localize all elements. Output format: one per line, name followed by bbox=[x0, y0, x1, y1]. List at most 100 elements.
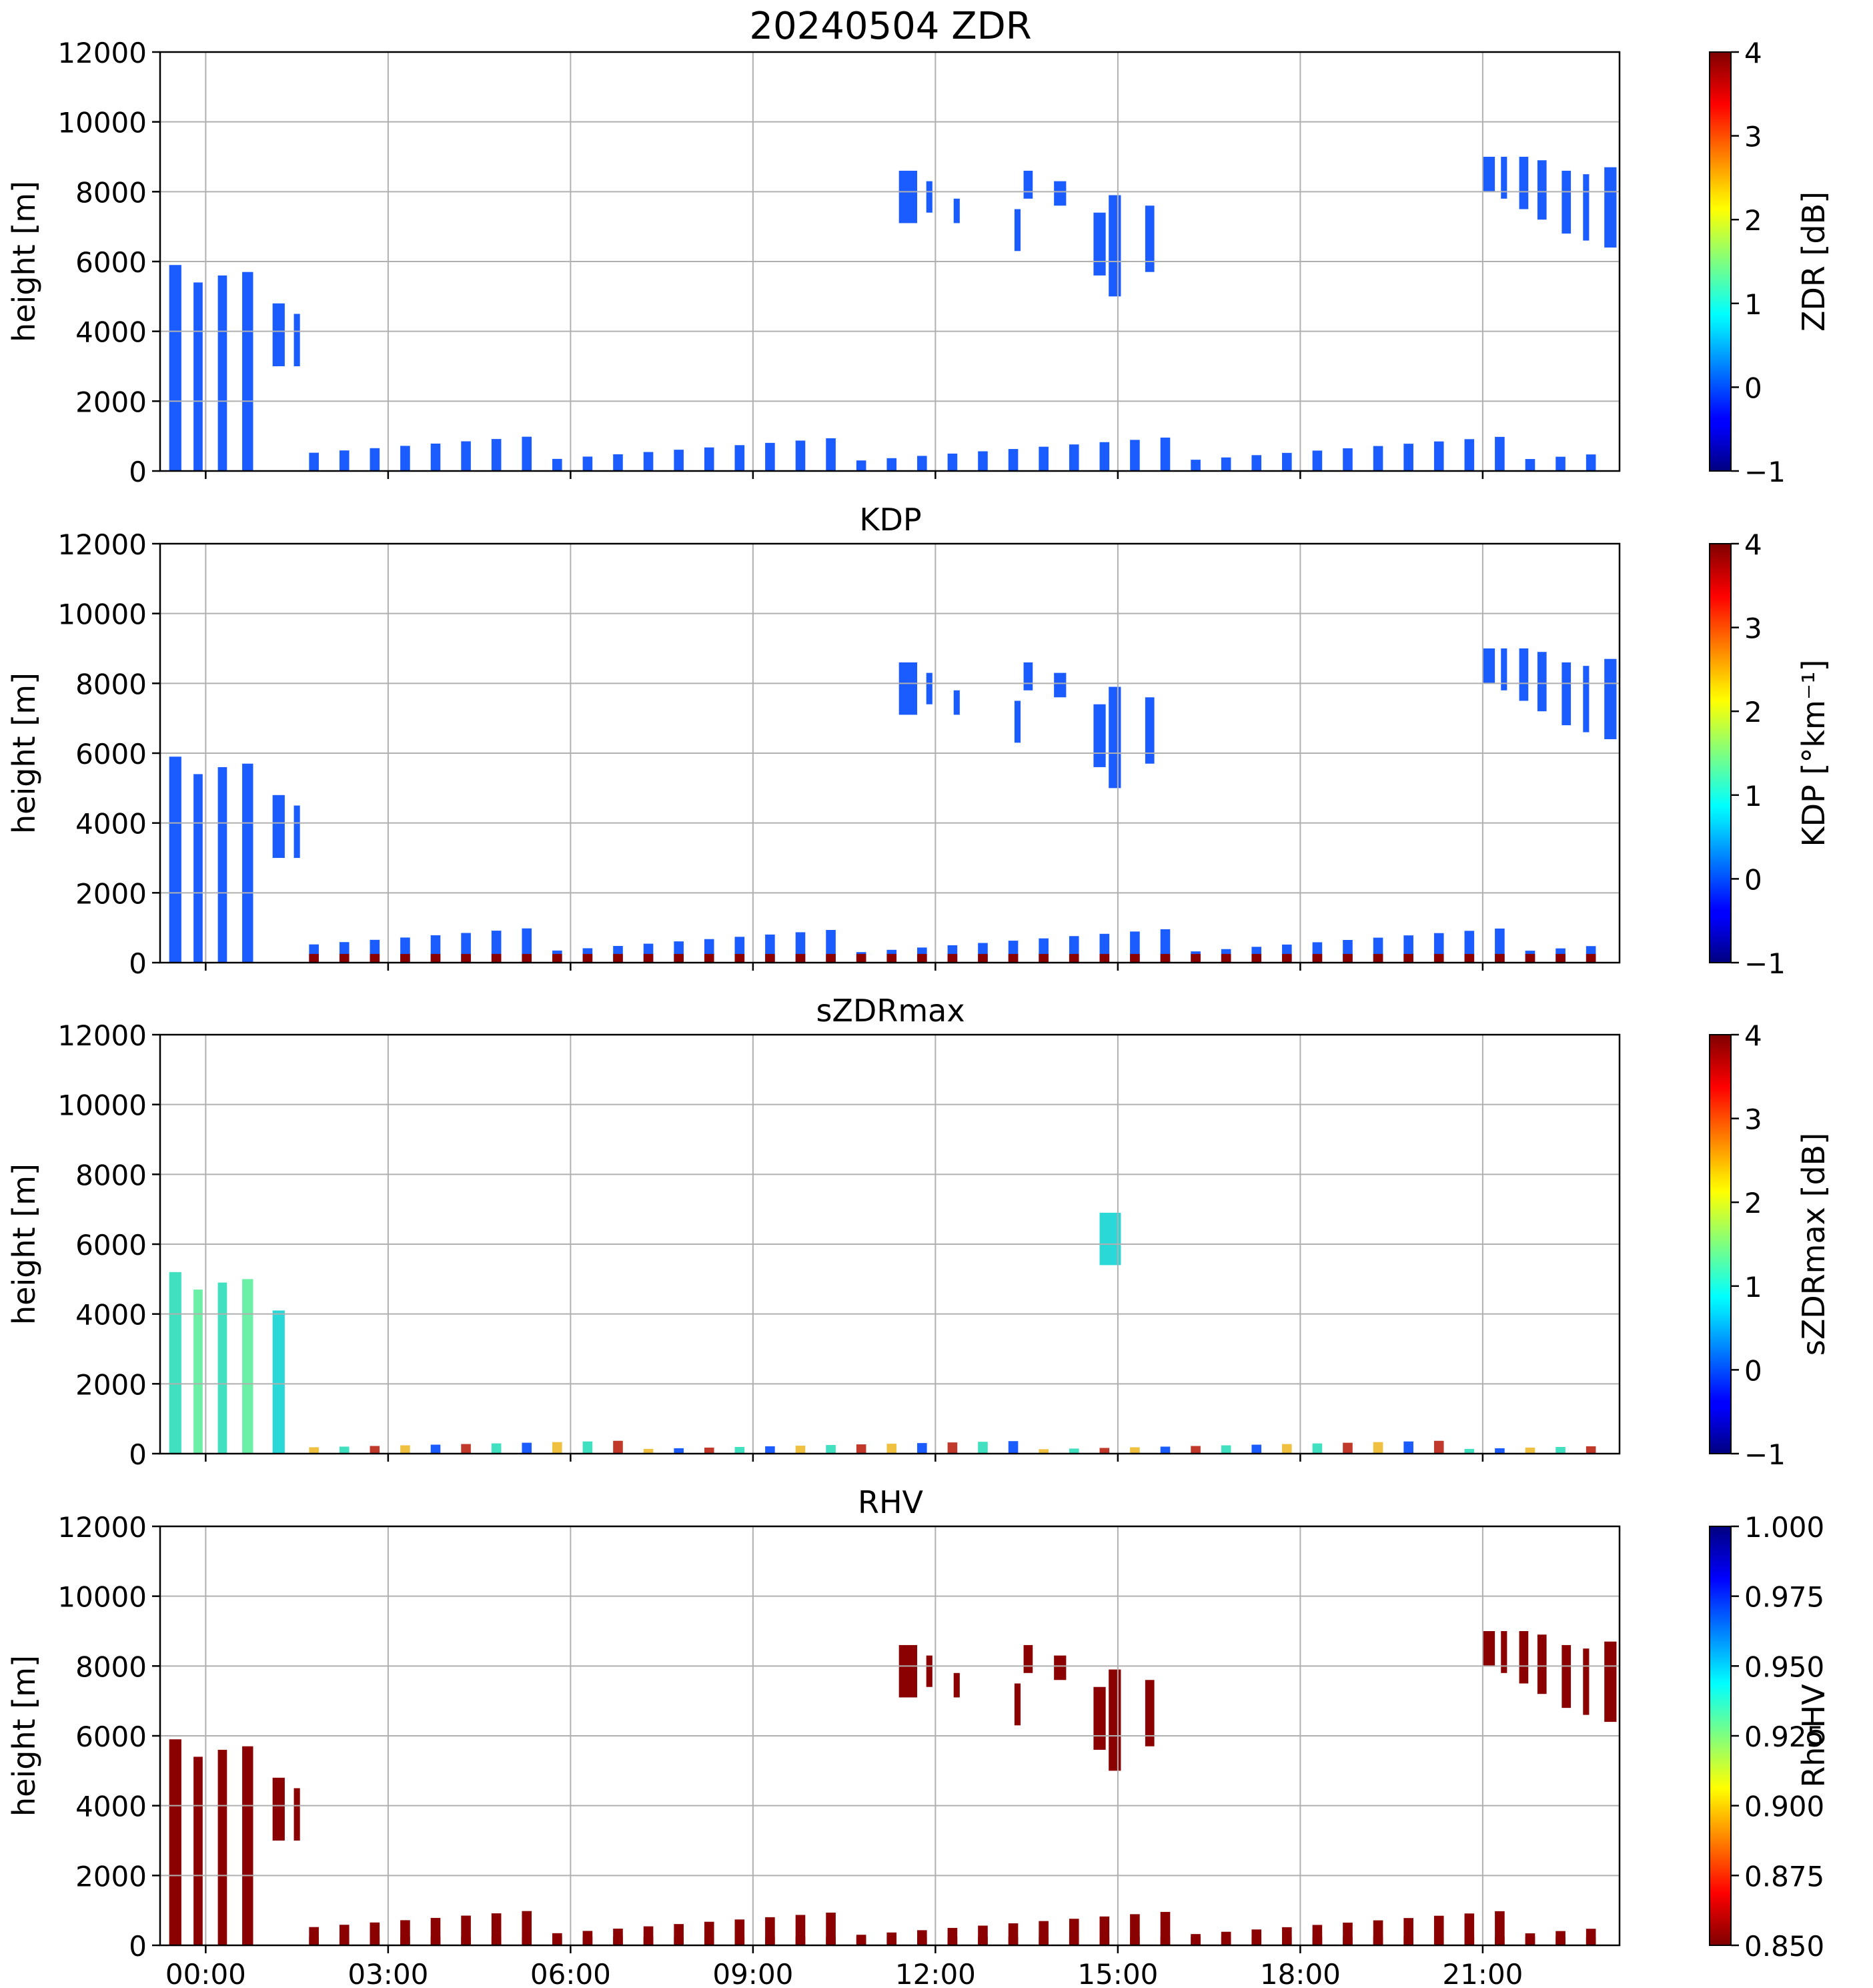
panel-zdr: 20240504 ZDR 0 2000 4000 6000 8000 10000 12000… bbox=[6, 5, 1832, 488]
echo-column bbox=[1160, 1446, 1171, 1454]
echo-column bbox=[1069, 1448, 1079, 1454]
y-axis: 0 2000 4000 6000 8000 10000 12000 bbox=[57, 37, 160, 488]
echo-base bbox=[1373, 953, 1383, 963]
heatmap-layer bbox=[169, 648, 1617, 963]
echo-column bbox=[1023, 170, 1033, 199]
colorbar-tick-label: 1 bbox=[1744, 288, 1762, 321]
colorbar-ticks: −1 0 1 2 3 4 bbox=[1731, 528, 1786, 980]
echo-base bbox=[856, 953, 866, 963]
echo-column bbox=[898, 1644, 918, 1698]
echo-column bbox=[1099, 442, 1110, 471]
echo-column bbox=[1023, 662, 1033, 690]
y-tick-label: 4000 bbox=[75, 316, 147, 349]
echo-column bbox=[169, 265, 181, 471]
echo-column bbox=[1008, 1441, 1019, 1454]
colorbar-tick-label: 0.925 bbox=[1744, 1720, 1824, 1753]
colorbar-tick-label: 4 bbox=[1744, 528, 1762, 561]
echo-column bbox=[309, 452, 319, 471]
echo-column bbox=[643, 452, 654, 471]
echo-column bbox=[1373, 446, 1383, 471]
echo-column bbox=[217, 767, 227, 963]
echo-column bbox=[765, 1446, 775, 1454]
echo-base bbox=[552, 1936, 562, 1945]
echo-base bbox=[1191, 1936, 1201, 1945]
echo-column bbox=[1464, 439, 1475, 471]
echo-base bbox=[1403, 1936, 1413, 1945]
echo-base bbox=[704, 953, 714, 963]
echo-column bbox=[293, 805, 300, 858]
echo-column bbox=[522, 436, 532, 471]
y-tick-label: 2000 bbox=[75, 386, 147, 418]
echo-base bbox=[552, 953, 562, 963]
colorbar-tick-label: 1.000 bbox=[1744, 1511, 1824, 1544]
echo-column bbox=[1251, 1444, 1262, 1454]
echo-column bbox=[1008, 449, 1019, 471]
echo-column bbox=[978, 451, 988, 471]
echo-base bbox=[674, 953, 684, 963]
colorbar-tick-label: 3 bbox=[1744, 1103, 1762, 1136]
panel-kdp: KDP 0 2000 4000 6000 8000 10000 12000 height [… bbox=[6, 502, 1832, 980]
echo-column bbox=[953, 1672, 960, 1698]
echo-base bbox=[1221, 1936, 1231, 1945]
echo-column bbox=[1039, 1449, 1049, 1454]
echo-column bbox=[734, 445, 745, 471]
echo-column bbox=[704, 1447, 714, 1454]
echo-column bbox=[1555, 1446, 1566, 1454]
y-tick-label: 2000 bbox=[75, 877, 147, 910]
echo-column bbox=[1583, 666, 1590, 732]
echo-base bbox=[1464, 953, 1475, 963]
echo-column bbox=[217, 275, 227, 471]
echo-base bbox=[1343, 1936, 1353, 1945]
echo-column bbox=[1312, 450, 1323, 471]
echo-base bbox=[522, 1936, 532, 1945]
echo-column bbox=[1433, 1440, 1444, 1454]
echo-column bbox=[1191, 1446, 1201, 1454]
colorbar-tick-label: −1 bbox=[1744, 456, 1786, 488]
echo-base bbox=[1433, 953, 1444, 963]
echo-column bbox=[1562, 662, 1572, 726]
colorbar-tick-label: 4 bbox=[1744, 1019, 1762, 1052]
colorbar-ticks: −1 0 1 2 3 4 bbox=[1731, 37, 1786, 488]
echo-base bbox=[1130, 953, 1140, 963]
echo-column bbox=[309, 1447, 319, 1454]
echo-column bbox=[1093, 1686, 1106, 1750]
echo-base bbox=[370, 953, 380, 963]
echo-column bbox=[293, 1788, 300, 1841]
echo-column bbox=[643, 1448, 654, 1454]
echo-base bbox=[886, 953, 897, 963]
echo-base bbox=[491, 953, 502, 963]
colorbar-tick-label: 0.975 bbox=[1744, 1581, 1824, 1614]
echo-column bbox=[217, 1282, 227, 1454]
echo-column bbox=[1519, 157, 1529, 209]
echo-base bbox=[430, 953, 441, 963]
echo-column bbox=[947, 1442, 958, 1454]
colorbar-tick-label: 2 bbox=[1744, 204, 1762, 237]
echo-column bbox=[169, 1739, 181, 1945]
echo-column bbox=[1464, 1448, 1475, 1454]
echo-column bbox=[461, 441, 471, 471]
echo-column bbox=[193, 282, 203, 471]
echo-column bbox=[1109, 195, 1121, 297]
echo-base bbox=[1069, 953, 1079, 963]
colorbar-tick-label: 4 bbox=[1744, 37, 1762, 69]
echo-column bbox=[552, 1442, 562, 1454]
echo-base bbox=[917, 953, 927, 963]
y-tick-label: 10000 bbox=[57, 107, 147, 139]
echo-column bbox=[272, 795, 285, 858]
echo-column bbox=[1562, 170, 1572, 234]
echo-column bbox=[1433, 441, 1444, 471]
echo-column bbox=[1403, 1441, 1413, 1454]
echo-column bbox=[1145, 697, 1155, 764]
echo-column bbox=[1555, 456, 1566, 471]
colorbar-tick-label: 0.850 bbox=[1744, 1930, 1824, 1963]
echo-column bbox=[370, 448, 380, 471]
echo-base bbox=[1555, 1936, 1566, 1945]
echo-column bbox=[1282, 1444, 1292, 1454]
echo-column bbox=[400, 446, 410, 471]
echo-base bbox=[522, 953, 532, 963]
echo-column bbox=[1537, 652, 1547, 712]
echo-base bbox=[339, 1936, 350, 1945]
y-tick-label: 8000 bbox=[75, 668, 147, 700]
echo-base bbox=[1495, 1936, 1505, 1945]
echo-column bbox=[1495, 1448, 1505, 1454]
